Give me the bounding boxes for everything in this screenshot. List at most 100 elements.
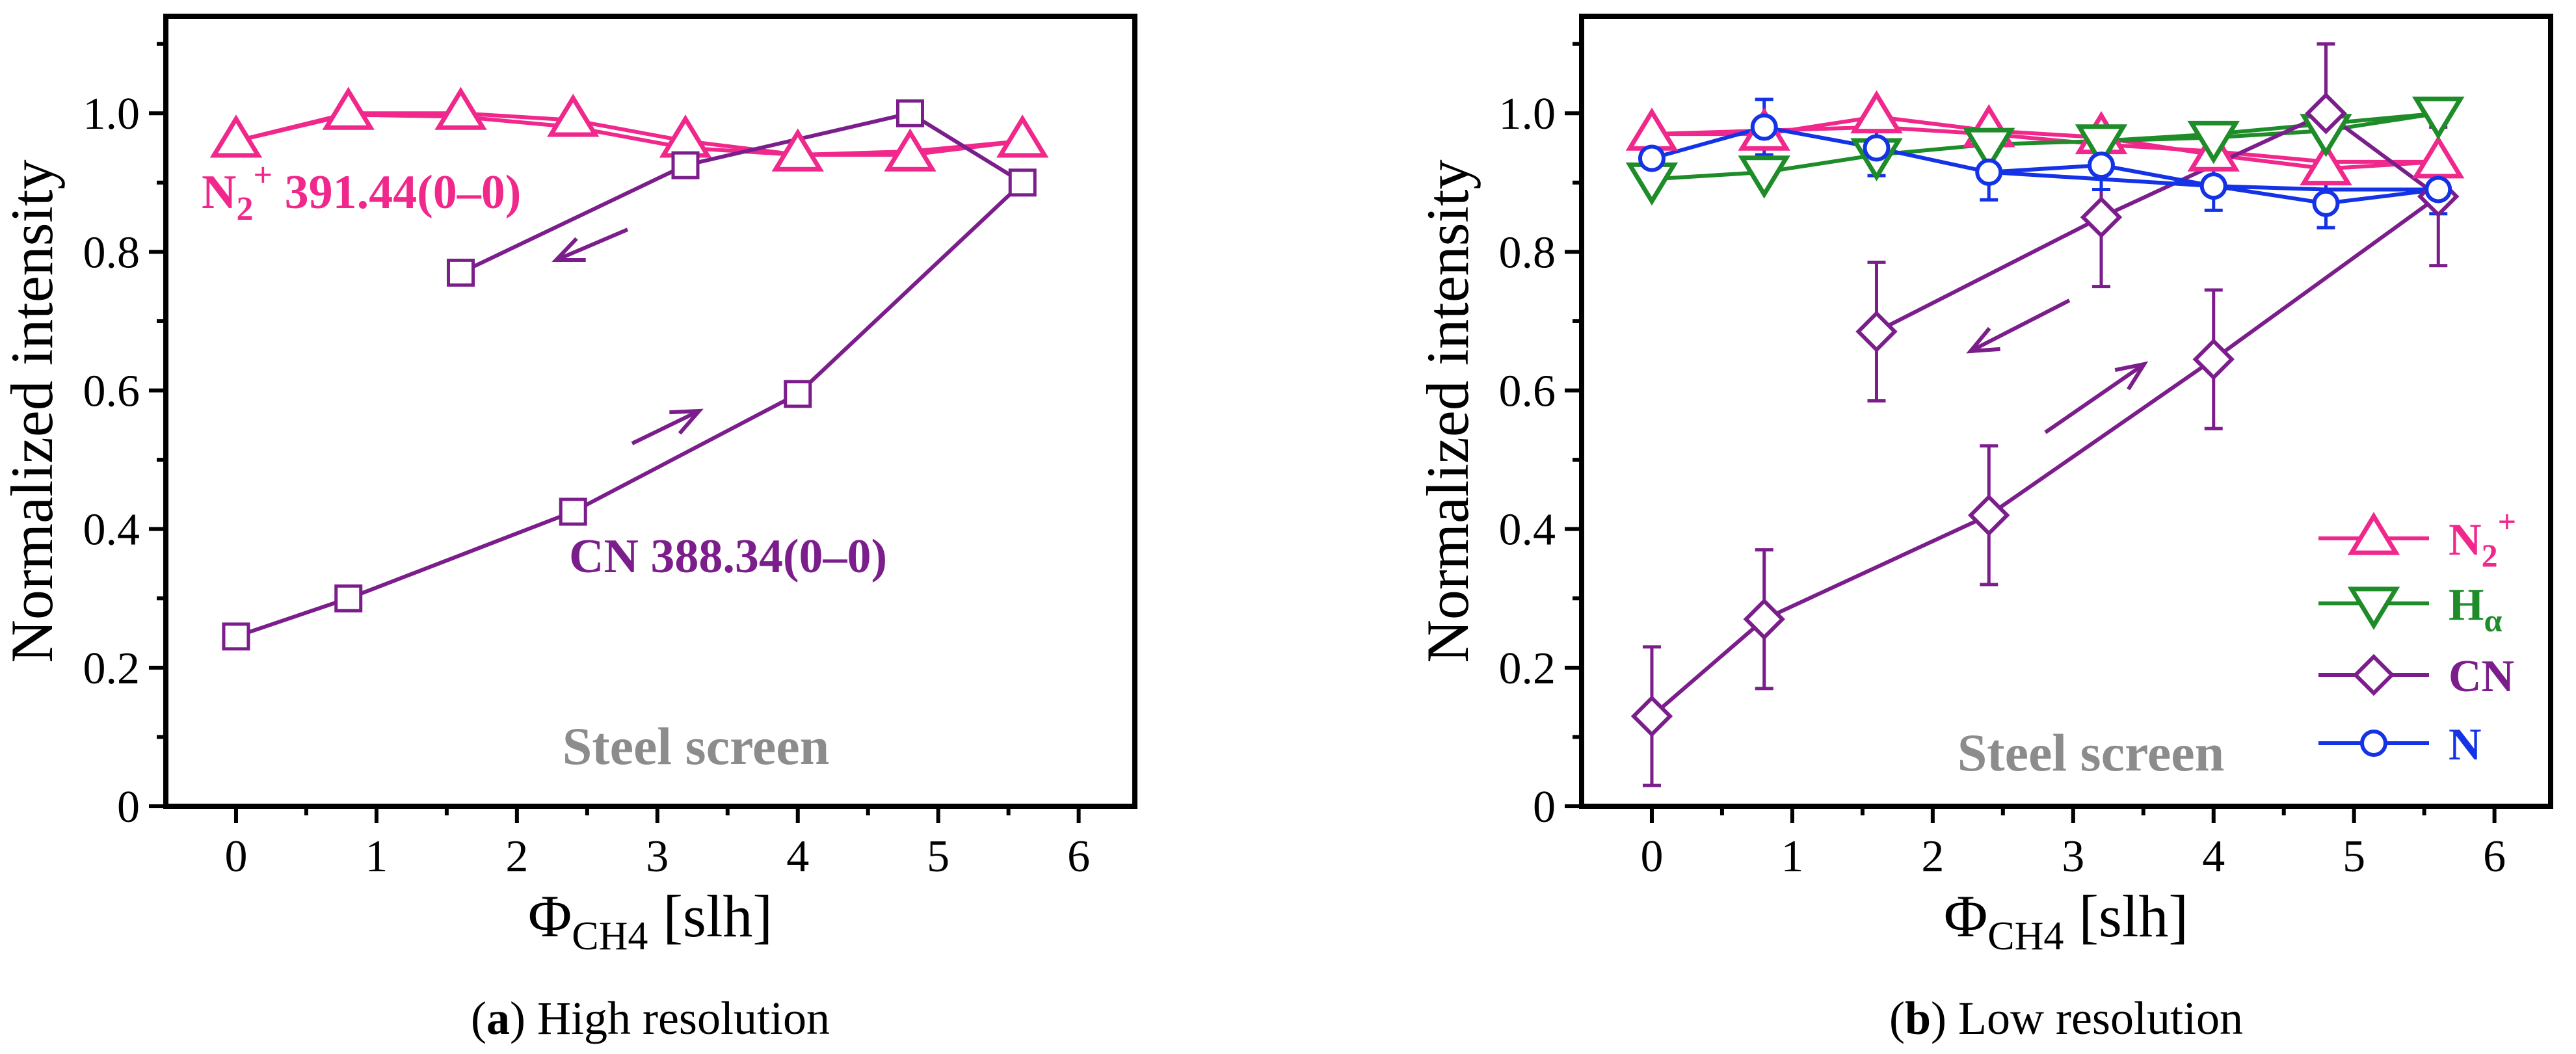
- y-tick-label: 0.8: [83, 228, 140, 278]
- y-tick-label: 0: [117, 782, 140, 832]
- data-point: [896, 99, 924, 127]
- return-arrow-head: [551, 237, 586, 263]
- y-tick-label: 1.0: [83, 89, 140, 139]
- y-tick-label: 0.4: [83, 505, 140, 555]
- data-point: [1975, 158, 2003, 186]
- x-axis-title-unit: [slh]: [2064, 883, 2188, 949]
- y-tick-label: 0.4: [1499, 505, 1556, 555]
- forward-arrow-head: [669, 408, 704, 435]
- legend-marker-cn: [2352, 653, 2395, 696]
- legend-label-sub: 2: [2482, 537, 2498, 573]
- y-tick-label: 0: [1533, 782, 1556, 832]
- data-point: [209, 114, 263, 158]
- panel-caption: (b) Low resolution: [1889, 992, 2243, 1044]
- x-tick-label: 1: [365, 832, 388, 882]
- forward-arrow-shaft: [631, 409, 700, 445]
- x-tick-label: 6: [1067, 832, 1090, 882]
- cn-annotation: CN 388.34(0–0): [569, 530, 887, 583]
- x-axis-title: ΦCH4 [slh]: [1944, 883, 2188, 958]
- caption-letter: b: [1905, 992, 1931, 1044]
- y-tick-label: 0.8: [1499, 228, 1556, 278]
- y-axis-title: Normalized intensity: [0, 159, 65, 663]
- data-point: [671, 151, 700, 179]
- legend-marker-n2: [2347, 512, 2400, 555]
- plot-frame: [1579, 14, 2553, 809]
- data-point: [771, 128, 824, 172]
- forward-arrow: [2044, 361, 2149, 434]
- steel-screen-label: Steel screen: [563, 717, 830, 776]
- forward-arrow-shaft: [2044, 362, 2145, 434]
- data-point: [2087, 152, 2115, 179]
- legend-marker-ha: [2347, 586, 2400, 630]
- x-tick-label: 5: [927, 832, 949, 882]
- data-point: [334, 584, 363, 613]
- data-point: [1638, 144, 1666, 172]
- plot-frame: [163, 14, 1137, 809]
- data-point: [2424, 176, 2452, 204]
- data-point: [1743, 598, 1785, 640]
- data-point: [784, 380, 812, 408]
- x-tick-label: 2: [505, 832, 528, 882]
- x-axis-title-main: Φ: [1944, 883, 1987, 949]
- data-point: [2192, 338, 2235, 380]
- y-tick-label: 0.2: [1499, 644, 1556, 694]
- x-tick-label: 1: [1781, 832, 1803, 882]
- legend-label-main: N: [2449, 515, 2482, 565]
- data-point: [1967, 494, 2010, 536]
- series-line: [1651, 111, 2442, 718]
- panel-caption: (a) High resolution: [471, 992, 830, 1044]
- legend-label-n: N: [2449, 720, 2482, 770]
- y-tick-label: 0.6: [83, 367, 140, 417]
- data-point: [1008, 168, 1037, 197]
- data-point: [2305, 92, 2347, 135]
- x-axis-title-sub: CH4: [1987, 914, 2064, 958]
- x-tick-label: 2: [1921, 832, 1944, 882]
- legend-label-sub: α: [2484, 602, 2502, 639]
- return-arrow: [551, 228, 629, 263]
- n2-annotation: N2+ 391.44(0–0): [202, 157, 521, 228]
- data-point: [446, 258, 475, 287]
- data-point: [2187, 120, 2240, 165]
- data-point: [1855, 310, 1898, 353]
- data-point: [559, 497, 587, 526]
- forward-arrow-head: [2114, 361, 2149, 391]
- data-point: [434, 86, 487, 130]
- legend-label-main: N: [2449, 720, 2482, 770]
- data-point: [2199, 172, 2227, 200]
- data-point: [322, 86, 375, 130]
- caption-open: (: [1889, 992, 1905, 1044]
- data-point: [2080, 196, 2123, 239]
- legend-label-cn: CN: [2449, 652, 2514, 702]
- data-point: [1863, 134, 1891, 162]
- x-tick-label: 3: [646, 832, 669, 882]
- caption-text: ) High resolution: [510, 992, 830, 1044]
- data-point: [1750, 113, 1778, 141]
- panel-a-chart: 0 1 2 3 4 5 6 0 0.2 0.4 0.6 0.8 1.0 ΦCH4 [slh] Normali…: [0, 14, 1137, 1044]
- data-point: [1625, 107, 1679, 151]
- n2-annotation-main: N: [202, 166, 236, 219]
- panel-b-chart: 0 1 2 3 4 5 6 0 0.2 0.4 0.6 0.8 1.0 ΦCH4 [slh] Normali…: [1414, 14, 2553, 1044]
- x-tick-label: 4: [2202, 832, 2225, 882]
- x-tick-label: 3: [2062, 832, 2084, 882]
- x-tick-label: 5: [2343, 832, 2365, 882]
- return-arrow-head: [1966, 326, 2000, 354]
- y-axis-title: Normalized intensity: [1414, 159, 1481, 663]
- legend-label-n2: N2+: [2449, 503, 2516, 573]
- data-point: [1963, 127, 2015, 171]
- data-point: [996, 114, 1049, 158]
- x-axis-title-sub: CH4: [572, 914, 648, 958]
- steel-screen-label: Steel screen: [1958, 723, 2225, 782]
- data-point: [2412, 135, 2465, 179]
- data-point: [2300, 142, 2352, 186]
- data-point: [2312, 189, 2340, 217]
- data-point: [1738, 155, 1790, 199]
- y-tick-label: 0.6: [1499, 367, 1556, 417]
- x-axis-title-main: Φ: [528, 883, 572, 949]
- x-tick-label: 0: [1640, 832, 1663, 882]
- legend-marker-n: [2360, 730, 2387, 757]
- data-point: [1850, 90, 1903, 134]
- data-point: [222, 622, 250, 651]
- legend-label-sup: +: [2498, 503, 2517, 540]
- x-axis-title-unit: [slh]: [648, 883, 773, 949]
